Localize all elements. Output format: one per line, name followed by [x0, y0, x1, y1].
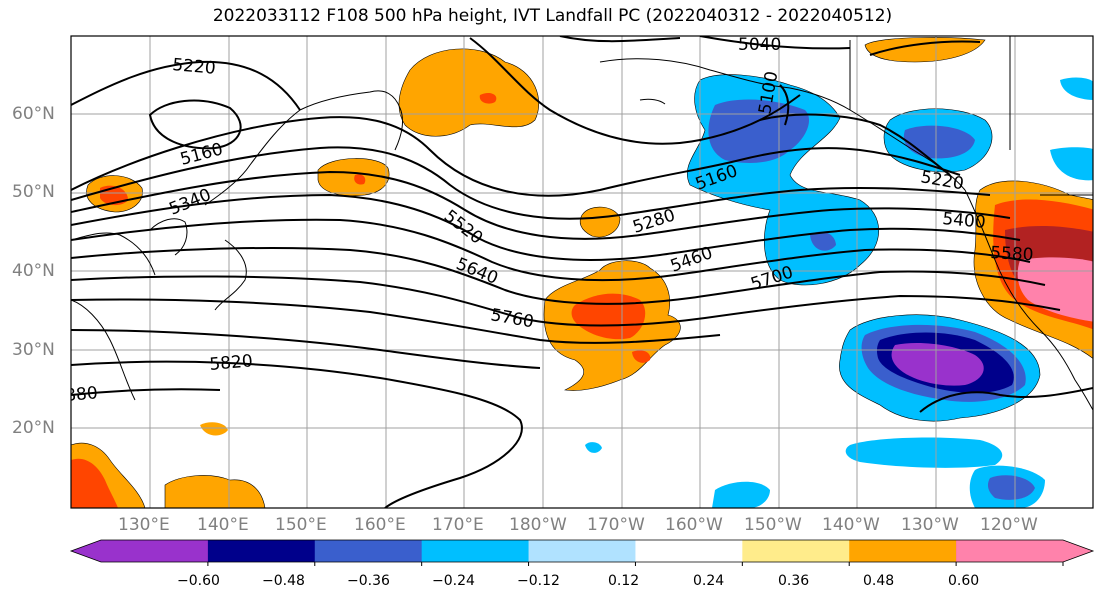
contour-label: 5820	[209, 351, 254, 375]
lon-label: 180°W	[509, 515, 567, 535]
shade-pos-south-mid	[164, 475, 266, 508]
colorbar-extend-low	[71, 540, 101, 562]
contour-label: 5400	[942, 209, 987, 233]
shade-neg-gulf-core2	[810, 231, 836, 251]
shade-neg-south-2	[712, 481, 770, 508]
shade-neg-south-strip	[845, 437, 1003, 468]
contour-label: 5580	[990, 243, 1034, 265]
height-contours	[71, 36, 1093, 508]
shade-pos-ne-top	[864, 37, 986, 63]
lon-label: 160°E	[354, 515, 406, 535]
lon-label: 150°E	[275, 515, 327, 535]
shade-pos-okhotsk-core	[354, 174, 366, 185]
colorbar-segment	[528, 540, 636, 562]
lat-label: 30°N	[12, 340, 55, 360]
shade-pos-southwest-core	[71, 458, 118, 508]
colorbar-tick-label: 0.24	[693, 573, 725, 589]
contour-label: 5880	[54, 383, 99, 407]
shade-pos-okhotsk	[317, 158, 390, 197]
lat-label: 60°N	[12, 104, 55, 124]
shade-pos-aleutian-north-core	[479, 92, 497, 104]
map-frame	[70, 35, 1094, 509]
shade-pos-small2	[200, 422, 228, 436]
lat-label: 40°N	[12, 261, 55, 281]
shade-neg-east-mid	[1050, 147, 1093, 181]
colorbar-segment	[421, 540, 530, 562]
shade-pos-central-core2	[632, 350, 651, 363]
colorbar	[69, 539, 1095, 566]
lat-label: 20°N	[12, 418, 55, 438]
colorbar-tick-label: 0.60	[948, 573, 980, 589]
colorbar-segment	[849, 540, 957, 562]
shade-neg-se-core	[987, 475, 1035, 500]
shade-pos-central-core	[571, 293, 646, 340]
colorbar-tick-label: −0.60	[177, 573, 220, 589]
colorbar-segment	[101, 540, 209, 562]
contour-label: 5040	[738, 35, 781, 55]
colorbar-tick-label: −0.36	[347, 573, 390, 589]
lon-label: 160°W	[665, 515, 723, 535]
colorbar-segment	[956, 540, 1063, 562]
lon-label: 140°E	[197, 515, 249, 535]
colorbar-tick-label: 0.12	[608, 573, 640, 589]
contour-label: 5220	[172, 55, 217, 79]
shade-neg-subtropic-4	[891, 343, 984, 386]
colorbar-tick-label: 0.36	[778, 573, 810, 589]
colorbar-extend-high	[1063, 540, 1093, 562]
lon-label: 150°W	[744, 515, 802, 535]
colorbar-tick-label: −0.24	[432, 573, 475, 589]
shade-pos-westcoast-pink	[1017, 257, 1093, 322]
colorbar-segment	[635, 540, 743, 562]
lon-label: 170°E	[432, 515, 484, 535]
map-title: 2022033112 F108 500 hPa height, IVT Land…	[212, 6, 893, 26]
lon-label: 120°W	[980, 515, 1038, 535]
shade-pos-small	[579, 206, 621, 238]
lon-label: 130°W	[901, 515, 959, 535]
colorbar-tick-label: −0.12	[517, 573, 560, 589]
colorbar-outline	[69, 539, 1095, 563]
shade-neg-small	[585, 442, 602, 453]
colorbar-segment	[314, 540, 423, 562]
ivt-positive-shading	[71, 37, 1093, 508]
lon-label: 140°W	[822, 515, 880, 535]
lon-label: 130°E	[118, 515, 170, 535]
lon-label: 170°W	[587, 515, 645, 535]
shade-neg-east-top	[1060, 77, 1093, 100]
colorbar-segment	[207, 540, 316, 562]
shade-neg-bc-core	[903, 125, 975, 159]
lat-label: 50°N	[12, 182, 55, 202]
colorbar-segment	[742, 540, 850, 562]
colorbar-tick-label: −0.48	[262, 573, 305, 589]
colorbar-tick-label: 0.48	[863, 573, 895, 589]
